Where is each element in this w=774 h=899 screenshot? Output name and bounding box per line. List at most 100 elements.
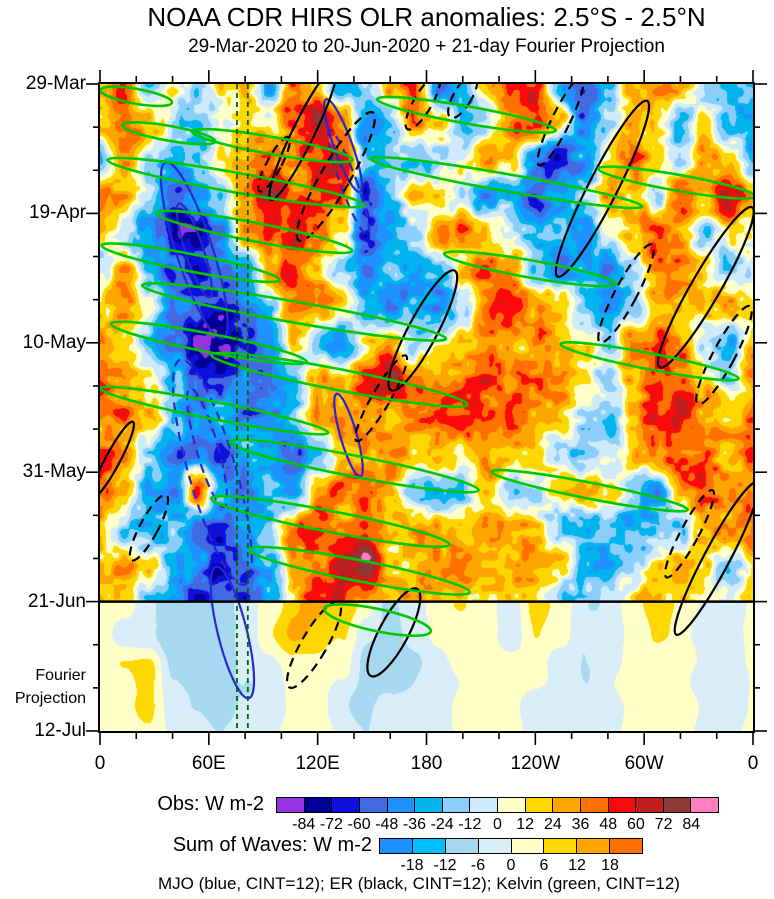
x-axis-longitude-label: 60E xyxy=(191,753,226,774)
colorbar-cell xyxy=(579,797,609,813)
colorbar-tick-label: -12 xyxy=(433,857,457,874)
colorbar-tick-label: -36 xyxy=(402,816,426,833)
colorbar-cell xyxy=(331,797,360,813)
colorbar-tick-label: 84 xyxy=(682,816,701,833)
page-title: NOAA CDR HIRS OLR anomalies: 2.5°S - 2.5… xyxy=(147,2,706,32)
colorbar-tick-label: -24 xyxy=(430,816,454,833)
waves-colorbar xyxy=(379,838,643,854)
colorbar-cell xyxy=(576,838,611,854)
kelvin-wave-contour xyxy=(140,281,448,342)
colorbar-tick-label: 48 xyxy=(599,816,618,833)
colorbar-cell xyxy=(386,797,416,813)
colorbar-tick-label: -48 xyxy=(375,816,399,833)
er-wave-contour xyxy=(656,205,753,369)
er-wave-contour xyxy=(285,600,343,689)
colorbar-tick-label: 18 xyxy=(601,857,619,874)
colorbar-cell xyxy=(444,838,479,854)
colorbar-tick-label: 0 xyxy=(506,857,516,874)
er-wave-contour xyxy=(354,354,409,443)
kelvin-wave-contour xyxy=(109,320,309,366)
er-wave-contour xyxy=(268,84,339,202)
colorbar-tick-label: 0 xyxy=(493,816,502,833)
colorbar-tick-label: -12 xyxy=(458,816,482,833)
colorbar-tick-label: 72 xyxy=(654,816,673,833)
er-wave-contour xyxy=(536,84,585,167)
colorbar-cell xyxy=(414,797,443,813)
er-wave-contour xyxy=(597,243,655,344)
er-wave-contour xyxy=(404,84,442,131)
kelvin-wave-contour xyxy=(106,156,366,209)
colorbar-tick-label: -60 xyxy=(347,816,371,833)
colorbar-tick-label: 24 xyxy=(543,816,562,833)
kelvin-wave-contour xyxy=(121,121,217,146)
mjo-wave-contour xyxy=(326,129,371,236)
colorbar-cell xyxy=(276,797,305,813)
fourier-projection-label: Projection xyxy=(14,690,86,707)
colorbar-cell xyxy=(358,797,388,813)
colorbar-cell xyxy=(690,797,719,813)
colorbar-tick-label: -84 xyxy=(292,816,316,833)
olr-anomaly-heatmap xyxy=(100,84,753,731)
mjo-wave-contour xyxy=(323,98,364,194)
kelvin-wave-contour xyxy=(154,209,354,255)
kelvin-wave-contour xyxy=(190,127,355,164)
kelvin-wave-contour xyxy=(100,242,282,284)
y-axis-date-label: 29-Mar xyxy=(25,73,86,94)
colorbar-cell xyxy=(469,797,498,813)
er-wave-contour xyxy=(257,135,292,193)
x-axis-longitude-label: 120E xyxy=(295,753,340,774)
kelvin-wave-contour xyxy=(209,494,451,549)
kelvin-wave-contour xyxy=(247,545,472,596)
colorbar-cell xyxy=(510,838,545,854)
colorbar-tick-label: 60 xyxy=(627,816,645,833)
y-axis-date-label: 12-Jul xyxy=(34,720,86,741)
y-axis-date-label: 21-Jun xyxy=(27,590,86,612)
fourier-projection-label: Fourier xyxy=(35,667,86,684)
colorbar-cell xyxy=(497,797,526,813)
kelvin-wave-contour xyxy=(559,340,740,382)
x-axis-longitude-label: 0 xyxy=(747,753,759,774)
x-axis-longitude-label: 0 xyxy=(94,753,106,774)
mjo-wave-contour xyxy=(333,392,364,478)
er-wave-contour xyxy=(100,420,136,500)
kelvin-wave-contour xyxy=(227,438,480,494)
obs-colorbar-title: Obs: W m-2 xyxy=(157,793,264,815)
colorbar-cell xyxy=(477,838,512,854)
er-wave-contour xyxy=(366,587,422,678)
colorbar-tick-label: 12 xyxy=(568,857,586,874)
colorbar-cell xyxy=(441,797,471,813)
subtitle: 29-Mar-2020 to 20-Jun-2020 + 21-day Four… xyxy=(188,36,665,57)
y-axis-date-label: 10-May xyxy=(22,331,86,353)
colorbar-tick-label: -18 xyxy=(400,857,424,874)
x-axis-longitude-label: 180 xyxy=(410,753,443,774)
colorbar-cell xyxy=(379,838,413,854)
colorbar-tick-label: -6 xyxy=(470,857,486,874)
plot-area xyxy=(98,82,755,733)
colorbar-tick-label: 12 xyxy=(516,816,535,833)
er-wave-contour xyxy=(663,488,716,579)
colorbar-cell xyxy=(662,797,692,813)
colorbar-tick-label: 36 xyxy=(571,816,590,833)
colorbar-cell xyxy=(411,838,446,854)
wave-contour-overlay xyxy=(100,84,753,731)
kelvin-wave-contour xyxy=(596,165,753,200)
colorbar-cell xyxy=(552,797,581,813)
colorbar-cell xyxy=(609,838,643,854)
kelvin-wave-contour xyxy=(442,250,617,288)
kelvin-wave-contour xyxy=(100,385,330,436)
colorbar-tick-label: 6 xyxy=(539,857,549,874)
colorbar-tick-label: -72 xyxy=(319,816,343,833)
colorbar-cell xyxy=(303,797,333,813)
er-wave-contour xyxy=(128,493,170,562)
colorbar-cell xyxy=(524,797,554,813)
waves-colorbar-title: Sum of Waves: W m-2 xyxy=(172,834,372,856)
er-wave-contour xyxy=(673,480,753,636)
kelvin-wave-contour xyxy=(322,603,433,638)
er-wave-contour xyxy=(554,99,651,278)
y-axis-date-label: 19-Apr xyxy=(28,202,86,224)
er-wave-contour xyxy=(695,304,753,406)
colorbar-cell xyxy=(543,838,578,854)
er-wave-contour xyxy=(447,84,479,120)
x-axis-longitude-label: 60W xyxy=(624,753,664,774)
